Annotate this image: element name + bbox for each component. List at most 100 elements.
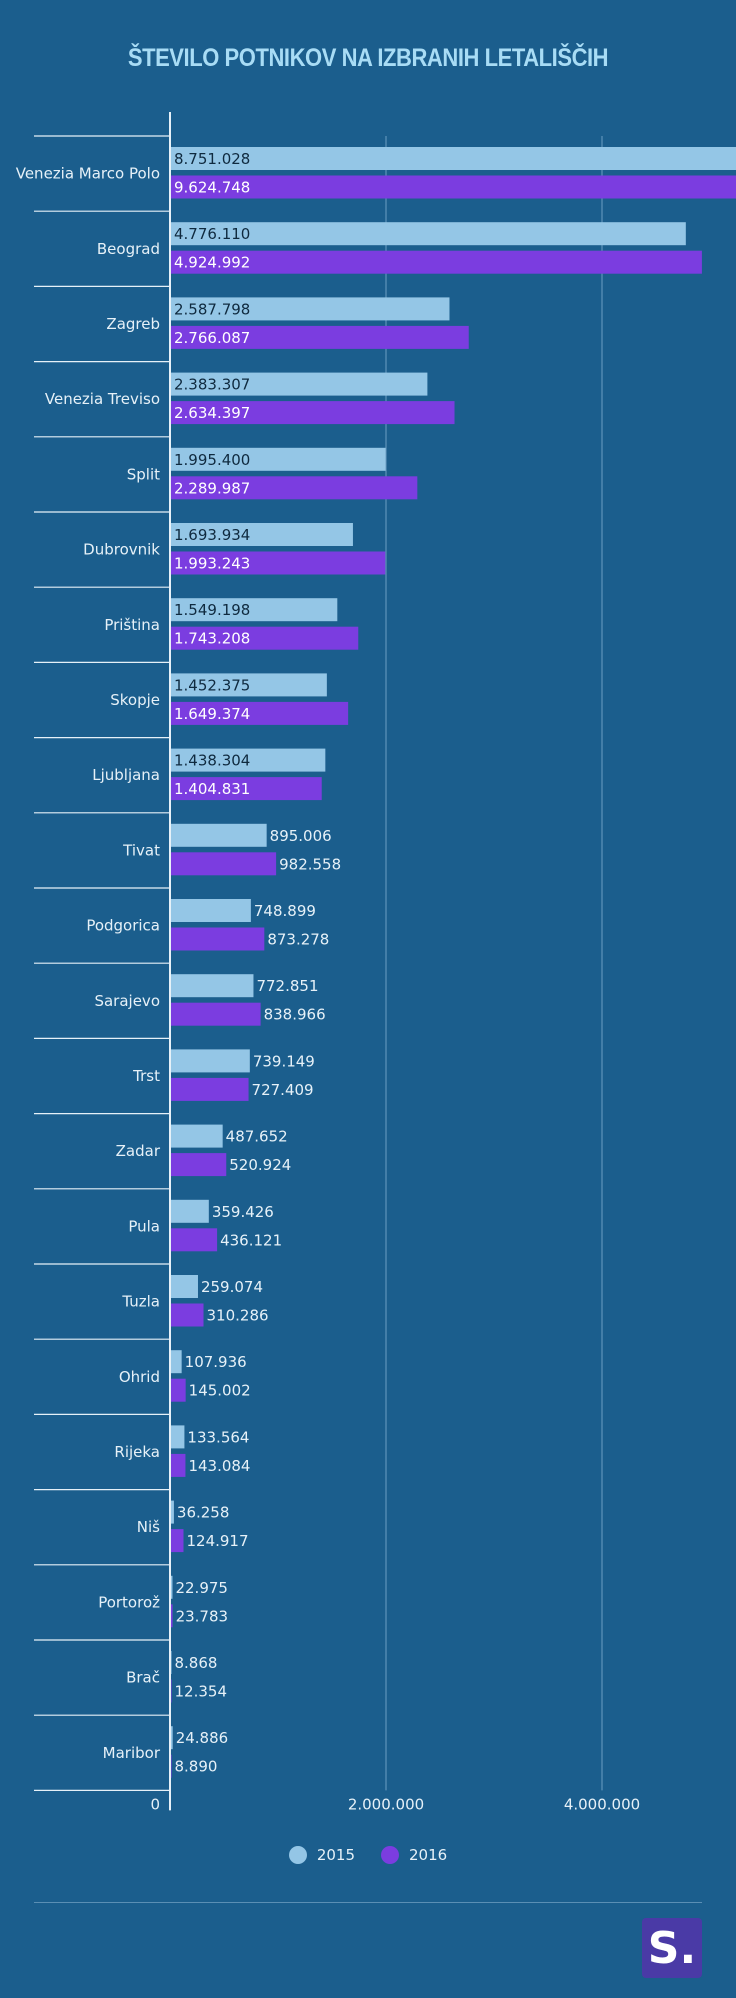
legend-dot-2015 [288, 1846, 307, 1864]
bar-2015-19 [170, 1575, 173, 1599]
value-label-2015: 1.452.375 [174, 676, 250, 694]
value-label-2015: 1.438.304 [174, 752, 250, 770]
bar-2015-5 [170, 523, 353, 546]
bar-2015-0 [170, 147, 736, 170]
bar-2016-15 [170, 1303, 204, 1327]
bar-2016-3 [170, 401, 455, 425]
chart-title: ŠTEVILO POTNIKOV NA IZBRANIH LETALIŠČIH [127, 44, 609, 72]
category-label: Dubrovnik [83, 541, 160, 559]
value-label-2016: 1.993.243 [174, 555, 250, 573]
bar-2015-7 [170, 673, 327, 697]
bar-2016-6 [170, 626, 359, 650]
value-label-2015: 24.886 [176, 1729, 229, 1747]
category-label: Ohrid [119, 1368, 160, 1386]
bar-2016-11 [170, 1002, 261, 1026]
category-label: Pula [128, 1217, 160, 1235]
value-label-2016: 2.634.397 [174, 404, 250, 422]
category-label: Maribor [103, 1744, 161, 1762]
footer-divider [34, 1902, 702, 1903]
category-label: Podgorica [86, 917, 160, 935]
bar-2016-12 [170, 1077, 249, 1101]
value-label-2016: 2.289.987 [174, 479, 250, 497]
value-label-2016: 145.002 [189, 1382, 251, 1400]
category-label: Split [127, 465, 160, 483]
value-label-2016: 436.121 [220, 1231, 282, 1249]
value-label-2015: 1.693.934 [174, 526, 250, 544]
value-label-2015: 107.936 [185, 1353, 247, 1371]
x-tick-label: 0 [150, 1795, 160, 1813]
value-label-2016: 1.404.831 [174, 780, 250, 798]
value-label-2016: 8.890 [175, 1758, 218, 1776]
value-label-2016: 310.286 [207, 1307, 269, 1325]
value-label-2016: 124.917 [186, 1532, 248, 1550]
value-label-2015: 739.149 [253, 1052, 315, 1070]
category-label: Beograd [97, 240, 160, 258]
bar-2015-1 [170, 222, 686, 246]
bar-2016-9 [170, 852, 277, 876]
value-label-2016: 1.743.208 [174, 630, 250, 648]
bar-2016-4 [170, 476, 418, 500]
value-label-2015: 359.426 [212, 1203, 274, 1221]
bar-2015-21 [170, 1726, 173, 1750]
legend-label-2016: 2016 [409, 1846, 448, 1864]
category-label: Niš [137, 1518, 160, 1536]
bar-2015-2 [170, 297, 450, 321]
value-label-2015: 895.006 [270, 827, 332, 845]
category-label: Portorož [98, 1593, 160, 1611]
bar-2015-16 [170, 1350, 182, 1374]
bar-2015-14 [170, 1199, 209, 1223]
value-label-2015: 133.564 [187, 1428, 249, 1446]
bar-2015-3 [170, 372, 428, 396]
category-label: Venezia Marco Polo [16, 165, 160, 183]
x-tick-label: 2.000.000 [348, 1795, 424, 1813]
value-label-2015: 1.549.198 [174, 601, 250, 619]
value-label-2016: 4.924.992 [174, 254, 250, 272]
value-label-2016: 9.624.748 [174, 179, 250, 197]
bar-2015-15 [170, 1275, 198, 1298]
chart-legend: 2015 2016 [0, 1846, 736, 1864]
category-label: Zadar [116, 1142, 161, 1160]
bar-2015-9 [170, 823, 267, 847]
legend-item-2015[interactable]: 2015 [288, 1846, 355, 1864]
value-label-2015: 22.975 [175, 1579, 228, 1597]
bar-2016-14 [170, 1228, 218, 1252]
value-label-2015: 8.868 [175, 1654, 218, 1672]
bar-2016-18 [170, 1529, 184, 1553]
bar-2015-6 [170, 598, 338, 622]
bar-2016-5 [170, 551, 386, 575]
bar-2015-12 [170, 1049, 250, 1073]
publisher-logo: S. [642, 1918, 702, 1978]
bar-2016-13 [170, 1153, 227, 1177]
category-label: Rijeka [114, 1443, 160, 1461]
category-label: Tuzla [121, 1293, 160, 1311]
value-label-2016: 1.649.374 [174, 705, 250, 723]
category-label: Skopje [110, 691, 160, 709]
bar-2015-18 [170, 1500, 174, 1524]
value-label-2015: 748.899 [254, 902, 316, 920]
category-label: Trst [132, 1067, 160, 1085]
x-tick-label: 4.000.000 [564, 1795, 640, 1813]
bar-2015-10 [170, 899, 251, 922]
value-label-2015: 1.995.400 [174, 451, 250, 469]
bar-2015-17 [170, 1425, 185, 1449]
bar-chart: Venezia Marco Polo 8.751.028 9.624.748 Beog… [16, 112, 736, 1813]
bar-2016-16 [170, 1378, 186, 1402]
value-label-2016: 12.354 [175, 1683, 228, 1701]
value-label-2016: 143.084 [188, 1457, 250, 1475]
legend-item-2016[interactable]: 2016 [381, 1846, 447, 1864]
value-label-2016: 873.278 [267, 931, 329, 949]
value-label-2015: 4.776.110 [174, 225, 250, 243]
legend-label-2015: 2015 [316, 1846, 355, 1864]
value-label-2015: 2.587.798 [174, 300, 250, 318]
value-label-2016: 2.766.087 [174, 329, 250, 347]
bar-2015-4 [170, 447, 386, 471]
bar-2016-17 [170, 1453, 186, 1477]
bar-2016-0 [170, 175, 736, 199]
value-label-2015: 259.074 [201, 1278, 263, 1296]
value-label-2016: 23.783 [176, 1607, 229, 1625]
category-label: Ljubljana [92, 766, 160, 784]
value-label-2015: 772.851 [256, 977, 318, 995]
legend-dot-2016 [381, 1846, 399, 1864]
bar-2015-13 [170, 1124, 223, 1148]
value-label-2015: 2.383.307 [174, 376, 250, 394]
